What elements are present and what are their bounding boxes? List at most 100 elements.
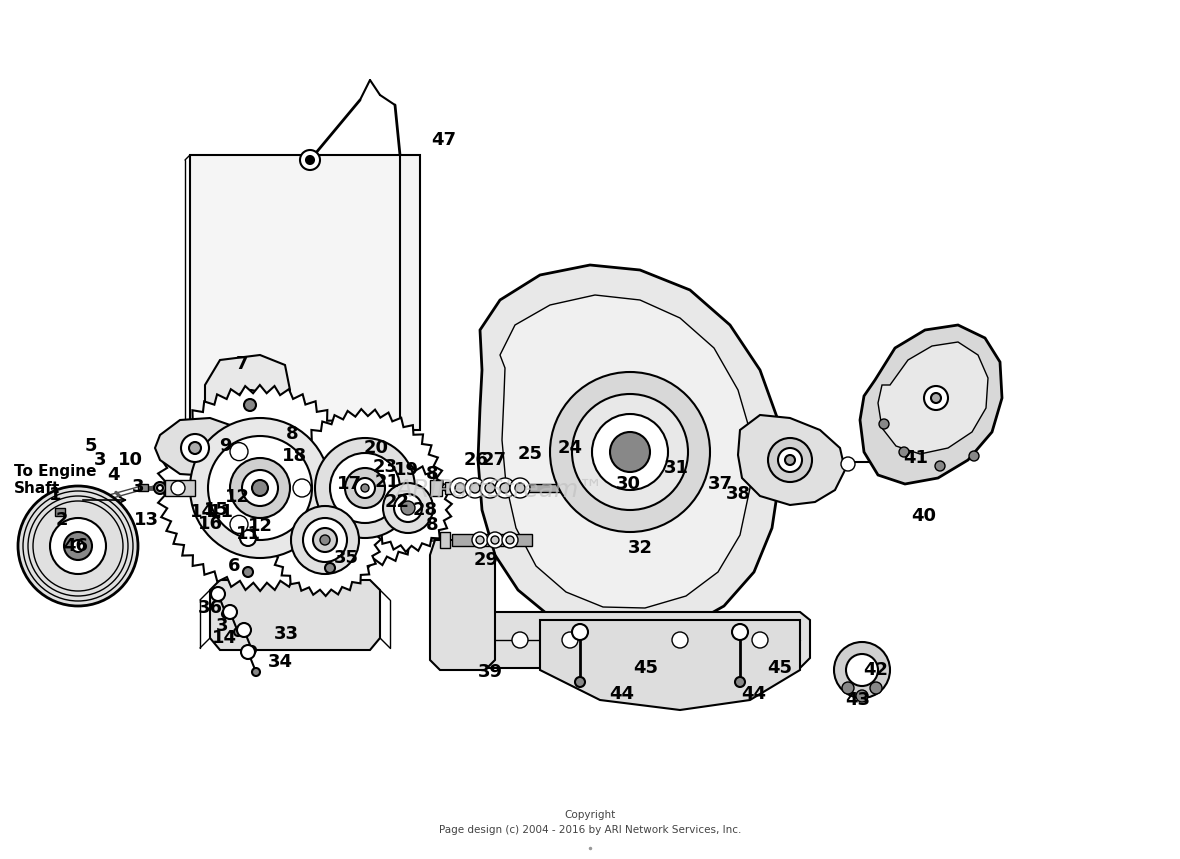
Text: 4: 4 [106,466,119,484]
Polygon shape [269,484,381,596]
Text: 14: 14 [190,503,215,521]
Circle shape [355,478,375,498]
Circle shape [472,532,489,548]
Text: 9: 9 [218,437,231,455]
Text: 8: 8 [426,516,438,534]
Circle shape [502,532,518,548]
Polygon shape [500,295,752,608]
Circle shape [401,501,415,515]
Polygon shape [738,415,845,505]
Circle shape [18,486,138,606]
Polygon shape [860,325,1002,484]
Text: 34: 34 [268,653,293,671]
Circle shape [476,536,484,544]
Circle shape [253,668,260,676]
Circle shape [752,632,768,648]
Circle shape [223,605,237,619]
Text: 15: 15 [203,501,229,519]
Circle shape [768,438,812,482]
Text: 28: 28 [413,501,438,519]
Text: 5: 5 [85,437,97,455]
Text: 31: 31 [663,459,688,477]
Circle shape [248,646,256,654]
Circle shape [610,432,650,472]
Text: 21: 21 [374,473,400,491]
Circle shape [361,484,369,492]
Circle shape [211,587,225,601]
Circle shape [190,418,330,558]
Circle shape [330,453,400,523]
Circle shape [480,478,500,498]
Circle shape [237,623,251,637]
Text: 44: 44 [610,685,635,703]
Text: 12: 12 [248,517,273,535]
Text: 25: 25 [518,445,543,463]
Circle shape [510,478,530,498]
Text: 32: 32 [628,539,653,557]
Text: 29: 29 [473,551,498,569]
Circle shape [562,632,578,648]
Circle shape [465,478,485,498]
Text: 40: 40 [911,507,937,525]
Circle shape [735,677,745,687]
Circle shape [234,628,242,636]
Circle shape [64,532,92,560]
Bar [430,480,442,496]
Circle shape [306,156,314,164]
Bar [452,534,532,546]
Circle shape [870,682,881,694]
Circle shape [72,540,84,552]
Text: 14: 14 [211,629,236,647]
Text: Copyright: Copyright [564,810,616,820]
Text: 24: 24 [557,439,583,457]
Circle shape [834,642,890,698]
Text: 8: 8 [426,465,438,483]
Circle shape [575,677,585,687]
Circle shape [291,506,359,574]
Circle shape [785,455,795,465]
Text: 42: 42 [864,661,889,679]
Text: 11: 11 [236,525,261,543]
Text: 43: 43 [846,691,871,709]
Circle shape [155,482,166,494]
Bar [55,508,65,516]
Text: 44: 44 [741,685,767,703]
Circle shape [778,448,802,472]
Circle shape [572,624,588,640]
Circle shape [320,535,330,545]
Polygon shape [478,612,809,668]
Circle shape [455,483,465,493]
Circle shape [732,624,748,640]
Polygon shape [205,355,290,450]
Text: 33: 33 [274,625,299,643]
Circle shape [514,483,525,493]
Polygon shape [157,385,363,591]
Text: 18: 18 [282,447,308,465]
Circle shape [324,534,336,546]
Circle shape [244,399,256,411]
Polygon shape [478,265,780,638]
Polygon shape [540,620,800,710]
Circle shape [303,518,347,562]
Text: 1: 1 [48,486,61,504]
Circle shape [843,682,854,694]
Circle shape [924,386,948,410]
Circle shape [384,483,433,533]
Text: 26: 26 [464,451,489,469]
Bar [165,480,195,496]
Text: 38: 38 [726,485,750,503]
Circle shape [494,478,514,498]
Circle shape [171,481,185,495]
Circle shape [470,483,480,493]
Circle shape [506,536,514,544]
Circle shape [500,483,510,493]
Circle shape [935,461,945,471]
Circle shape [345,468,385,508]
Text: 7: 7 [236,355,248,373]
Text: 41: 41 [904,449,929,467]
Text: ARIPartStream™: ARIPartStream™ [395,478,604,502]
Circle shape [208,436,312,540]
Circle shape [394,494,422,522]
Text: 35: 35 [334,549,359,567]
Text: 16: 16 [197,515,223,533]
